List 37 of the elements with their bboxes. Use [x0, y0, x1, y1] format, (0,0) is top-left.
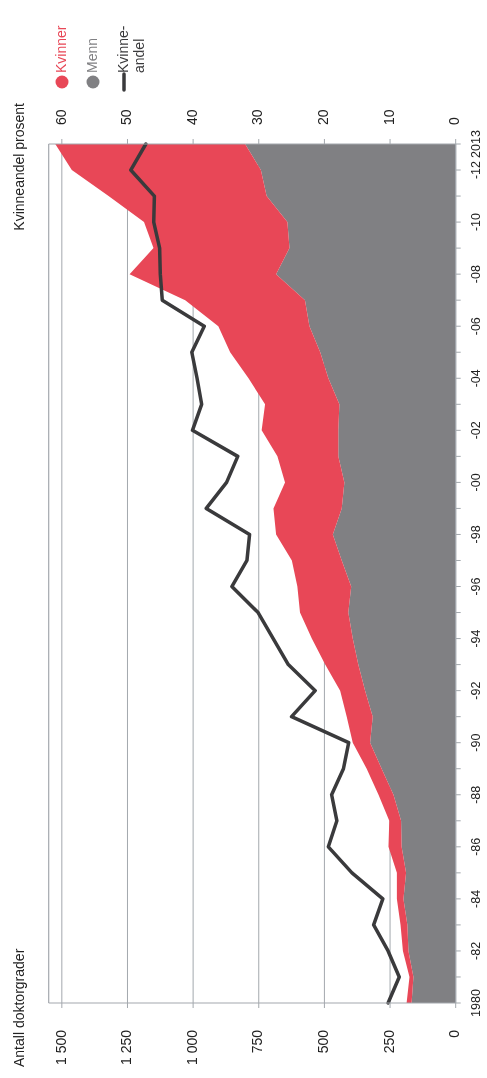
y-tick-label: -98	[469, 525, 483, 544]
x-tick-label: 0	[446, 1029, 463, 1038]
y-tick-label: -08	[469, 265, 483, 284]
x2-tick-label: 40	[183, 109, 200, 125]
x-tick-label: 1 500	[52, 1029, 69, 1066]
x-tick-label: 750	[249, 1029, 266, 1054]
x2-tick-label: 50	[118, 109, 135, 125]
text: Antall doktorgrader	[10, 948, 27, 1067]
y-tick-label: -86	[469, 837, 483, 856]
x2-tick-label: 10	[380, 109, 397, 125]
x2-tick-label: 20	[315, 109, 332, 125]
x2-axis-title: Kvinneandel prosent	[10, 102, 27, 231]
y-tick-label: -88	[469, 785, 483, 804]
x2-tick-label: 0	[446, 117, 463, 125]
x2-tick-label: 60	[52, 109, 69, 125]
y-tick-label: -90	[469, 733, 483, 752]
y-tick-label: -02	[469, 421, 483, 440]
text: Kvinner	[52, 25, 69, 73]
x-tick-label: 1 000	[183, 1029, 200, 1066]
x-tick-label: 250	[380, 1029, 397, 1054]
y-tick-label: -82	[469, 941, 483, 960]
x-tick-label: 1 250	[118, 1029, 135, 1066]
text: Kvinne- andel	[114, 25, 147, 73]
y-tick-label: 1980	[469, 989, 483, 1017]
y-tick-label: -96	[469, 577, 483, 596]
x2-tick-label: 30	[249, 109, 266, 125]
y-tick-label: -12	[469, 160, 483, 180]
text: Menn	[83, 37, 100, 73]
y-tick-label: -94	[469, 629, 483, 648]
y-tick-label: -04	[469, 369, 483, 388]
y-tick-label: 2013	[469, 130, 483, 158]
y-tick-label: -06	[469, 317, 483, 336]
y-tick-label: -00	[469, 473, 483, 492]
y-tick-label: -10	[469, 213, 483, 232]
x-tick-label: 500	[315, 1029, 332, 1054]
y-tick-label: -92	[469, 681, 483, 700]
y-tick-label: -84	[469, 889, 483, 908]
